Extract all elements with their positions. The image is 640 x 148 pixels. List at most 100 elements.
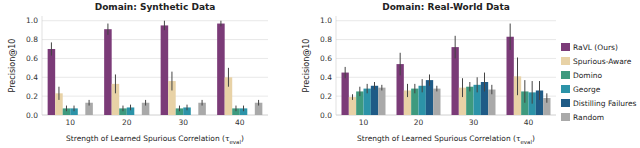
error-bar xyxy=(539,81,540,100)
legend-swatch xyxy=(561,113,570,121)
error-bar xyxy=(414,84,415,93)
y-tick-label: 0.4 xyxy=(320,73,332,82)
error-bar xyxy=(374,82,375,90)
x-axis-label: Strength of Learned Spurious Correlation… xyxy=(357,134,535,145)
legend-label: RaVL (Ours) xyxy=(573,43,618,52)
y-tick-label: 0.2 xyxy=(26,92,38,101)
error-bar xyxy=(381,85,382,91)
error-bar xyxy=(477,77,478,92)
y-axis-line xyxy=(42,16,43,115)
legend-label: George xyxy=(573,85,601,94)
bar xyxy=(78,115,86,116)
error-bar xyxy=(345,67,346,78)
grid-line xyxy=(42,96,268,97)
x-tick-label: 10 xyxy=(359,118,369,127)
legend-swatch xyxy=(561,99,570,107)
y-tick-label: 0.8 xyxy=(320,35,332,44)
legend-label: Domino xyxy=(573,71,603,80)
y-tick-label: 1.0 xyxy=(26,16,38,25)
error-bar xyxy=(243,106,244,112)
y-tick-label: 0.2 xyxy=(320,92,332,101)
error-bar xyxy=(179,106,180,112)
error-bar xyxy=(220,21,221,27)
legend-swatch xyxy=(561,57,570,65)
error-bar xyxy=(532,81,533,104)
error-bar xyxy=(367,84,368,93)
x-tick-label: 20 xyxy=(414,118,424,127)
grid-line xyxy=(42,58,268,59)
error-bar xyxy=(359,87,360,96)
error-bar xyxy=(115,74,116,93)
marks xyxy=(48,21,263,115)
title: Domain: Synthetic Data xyxy=(95,2,216,12)
error-bar xyxy=(407,84,408,97)
y-tick-label: 0.6 xyxy=(320,54,332,63)
error-bar xyxy=(51,42,52,55)
legend-swatch xyxy=(561,71,570,79)
error-bar xyxy=(228,68,229,87)
marks xyxy=(342,24,551,115)
error-bar xyxy=(510,24,511,50)
bar xyxy=(371,86,378,115)
chart: Domain: Real-World Data 0.0 0.2 0.4 0.6 0.8 1.… xyxy=(302,2,556,145)
legend-swatch xyxy=(561,85,570,93)
error-bar xyxy=(524,80,525,103)
error-bar xyxy=(422,79,423,92)
x-tick-label: 10 xyxy=(65,118,75,127)
legend: RaVL (Ours) Spurious-Aware Domino George Dis… xyxy=(561,43,637,122)
bar xyxy=(48,49,56,115)
x-tick-label: 20 xyxy=(122,118,132,127)
grid-line xyxy=(42,39,268,40)
error-bar xyxy=(469,82,470,91)
error-bar xyxy=(258,100,259,106)
error-bar xyxy=(455,36,456,59)
bar xyxy=(217,24,225,115)
x-tick-label: 40 xyxy=(524,118,534,127)
error-bar xyxy=(66,106,67,112)
y-tick-label: 0.8 xyxy=(26,35,38,44)
error-bar xyxy=(130,105,131,111)
error-bar xyxy=(352,94,353,100)
error-bar xyxy=(145,100,146,106)
grid-line xyxy=(336,58,556,59)
y-tick-label: 0.0 xyxy=(320,111,332,120)
grid-line xyxy=(336,77,556,78)
error-bar xyxy=(107,24,108,35)
legend-label: Random xyxy=(573,113,604,122)
error-bar xyxy=(546,93,547,102)
error-bar xyxy=(171,72,172,91)
error-bar xyxy=(122,106,123,112)
y-axis-label: Precision@10 xyxy=(8,39,17,93)
legend-swatch xyxy=(561,43,570,51)
y-tick-label: 1.0 xyxy=(320,16,332,25)
legend-label: Distilling Failures xyxy=(573,99,637,108)
bar xyxy=(134,115,142,116)
grid-line xyxy=(336,39,556,40)
error-bar xyxy=(517,57,518,95)
bar xyxy=(161,25,169,115)
grid-line xyxy=(336,20,556,21)
y-tick-label: 0.4 xyxy=(26,73,38,82)
x-axis-label: Strength of Learned Spurious Correlation… xyxy=(66,134,244,145)
title: Domain: Real-World Data xyxy=(382,2,510,12)
x-tick-label: 30 xyxy=(178,118,188,127)
error-bar xyxy=(484,73,485,92)
bar xyxy=(433,89,440,115)
grid-line xyxy=(42,20,268,21)
error-bar xyxy=(202,100,203,106)
error-bar xyxy=(462,78,463,97)
chart-canvas: Domain: Synthetic Data 0.0 0.2 0.4 0.6 0.8 1.0… xyxy=(0,0,640,148)
y-axis-line xyxy=(336,16,337,115)
bar xyxy=(342,73,349,115)
error-bar xyxy=(89,100,90,106)
error-bar xyxy=(235,106,236,112)
error-bar xyxy=(74,106,75,112)
grid-line xyxy=(42,77,268,78)
bar xyxy=(378,88,385,115)
error-bar xyxy=(436,86,437,92)
x-tick-label: 40 xyxy=(235,118,245,127)
legend-label: Spurious-Aware xyxy=(573,57,632,66)
error-bar xyxy=(187,105,188,111)
error-bar xyxy=(164,21,165,30)
x-tick-label: 30 xyxy=(469,118,479,127)
